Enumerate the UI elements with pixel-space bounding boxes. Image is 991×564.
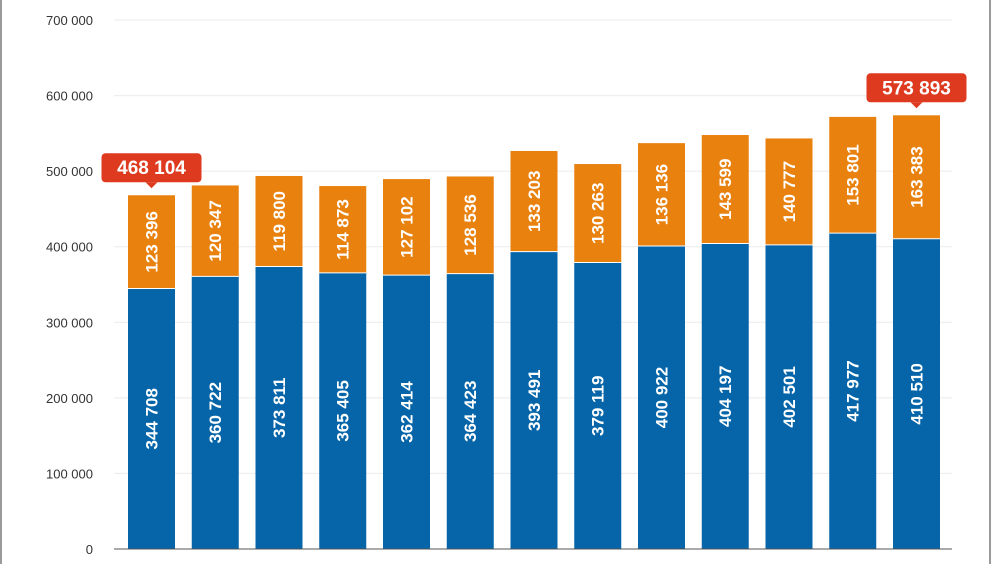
bar-segment <box>128 288 175 549</box>
callout-label: 573 893 <box>882 78 951 99</box>
y-tick-label: 200 000 <box>46 391 93 406</box>
bar-segment <box>319 272 367 549</box>
callout-pointer <box>910 102 923 109</box>
bar-segment <box>829 233 877 549</box>
bar-value-label: 362 414 <box>398 381 417 443</box>
bar-value-label: 402 501 <box>780 366 799 427</box>
bar-value-label: 130 263 <box>589 183 608 244</box>
bar-value-label: 379 119 <box>589 375 608 436</box>
bar-segment <box>638 246 685 549</box>
bar-value-label: 360 722 <box>206 382 225 443</box>
bar-value-label: 123 396 <box>143 211 162 272</box>
y-tick-label: 400 000 <box>46 240 93 255</box>
bar-value-label: 163 383 <box>908 146 927 207</box>
y-tick-label: 700 000 <box>46 13 93 28</box>
bar-value-label: 133 203 <box>525 171 544 232</box>
y-tick-label: 500 000 <box>46 164 93 179</box>
bar-value-label: 127 102 <box>398 196 417 257</box>
bar-segment <box>383 179 430 276</box>
bar-segment <box>574 262 622 549</box>
bar-segment <box>446 176 494 274</box>
bar-value-label: 417 977 <box>844 360 863 421</box>
bar-value-label: 140 777 <box>780 161 799 222</box>
bar-value-label: 400 922 <box>653 367 672 428</box>
bar-value-label: 373 811 <box>270 377 289 438</box>
bar-value-label: 114 873 <box>334 199 353 260</box>
bar-segment <box>255 266 303 549</box>
bar-segment <box>765 244 813 549</box>
bar-value-label: 410 510 <box>908 363 927 424</box>
bar-segment <box>510 251 558 549</box>
bar-segment <box>319 186 367 273</box>
callout-box <box>101 153 202 183</box>
bar-segment <box>191 276 239 549</box>
callout-box <box>866 73 967 103</box>
bar-value-label: 120 347 <box>206 200 225 261</box>
total-callout: 573 893 <box>866 73 967 109</box>
bar-value-label: 364 423 <box>461 381 480 442</box>
bar-segment <box>128 195 175 289</box>
bar-segment <box>574 164 622 263</box>
bar-segment <box>191 185 239 277</box>
callout-pointer <box>145 182 158 189</box>
bar-value-label: 119 800 <box>270 191 289 252</box>
bar-segment <box>701 243 749 550</box>
bar-segment <box>638 143 685 247</box>
bar-segment <box>383 275 430 549</box>
bar-value-label: 153 801 <box>844 144 863 205</box>
bar-segment <box>893 238 940 549</box>
bar-value-label: 136 136 <box>653 164 672 225</box>
y-tick-label: 0 <box>86 542 93 557</box>
bar-value-label: 393 491 <box>525 370 544 431</box>
bar-segment <box>893 115 940 239</box>
callout-label: 468 104 <box>117 158 186 179</box>
bar-value-label: 365 405 <box>334 380 353 441</box>
bar-segment <box>701 135 749 244</box>
bar-segment <box>510 150 558 252</box>
bar-value-label: 404 197 <box>716 366 735 427</box>
bar-value-label: 344 708 <box>143 388 162 449</box>
total-callout: 468 104 <box>101 153 202 189</box>
bar-segment <box>829 116 877 234</box>
y-tick-label: 100 000 <box>46 466 93 481</box>
bar-value-label: 128 536 <box>461 194 480 255</box>
bar-segment <box>446 273 494 549</box>
y-tick-label: 300 000 <box>46 315 93 330</box>
bar-value-label: 143 599 <box>716 159 735 220</box>
bar-segment <box>765 138 813 245</box>
bar-segment <box>255 175 303 267</box>
y-tick-label: 600 000 <box>46 89 93 104</box>
